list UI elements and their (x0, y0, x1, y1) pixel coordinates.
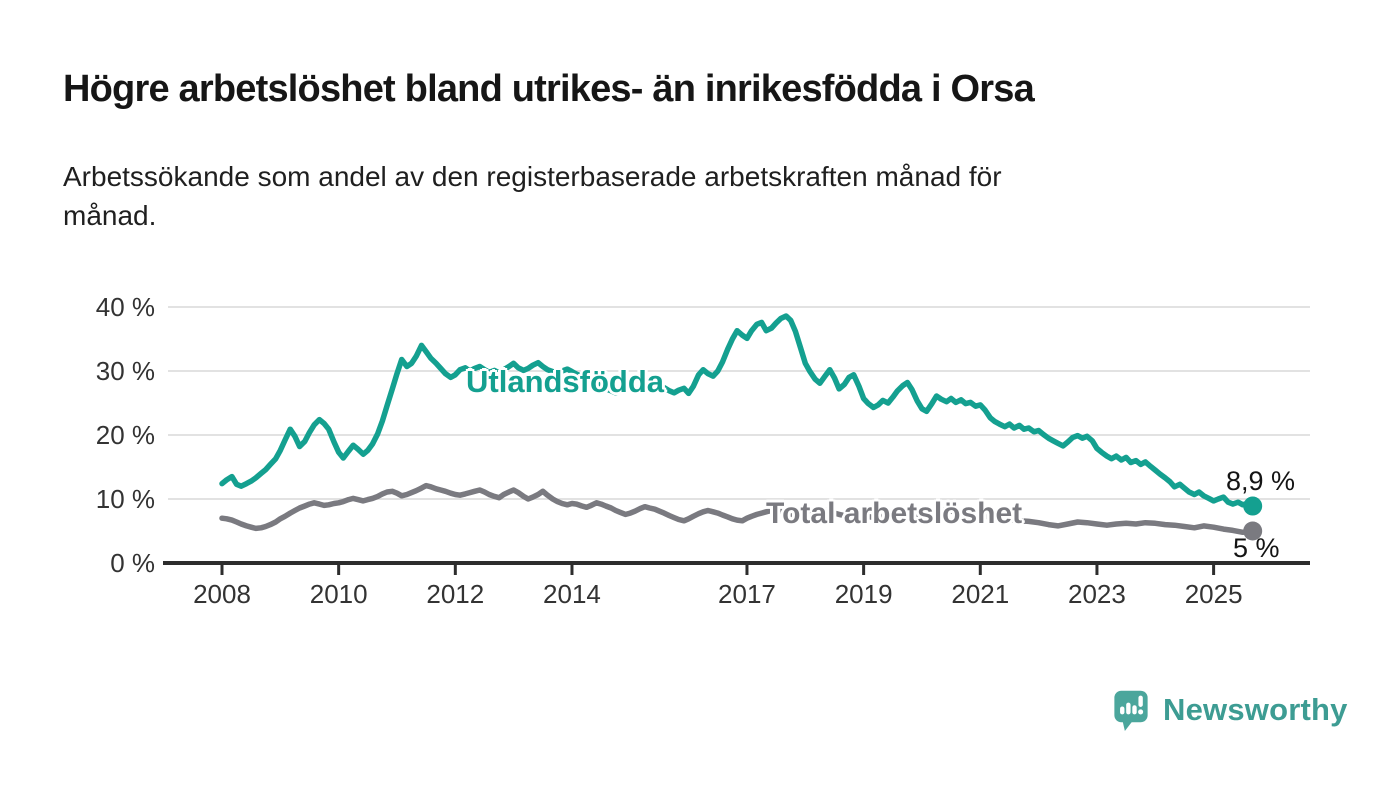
end-value-utlandsfodda: 8,9 % (1226, 466, 1296, 496)
x-tick-label: 2014 (543, 579, 601, 609)
x-tick-label: 2023 (1068, 579, 1126, 609)
series-end-dot (1243, 521, 1263, 541)
series-label-utlandsfodda: Utlandsfödda (466, 364, 665, 399)
series-label-total-arbetsloshet: Total arbetslöshet (766, 497, 1023, 530)
x-tick-label: 2021 (951, 579, 1010, 609)
newsworthy-logo-icon (1114, 690, 1148, 731)
newsworthy-wordmark: Newsworthy (1163, 692, 1348, 727)
x-tick-label: 2012 (426, 579, 485, 609)
y-tick-label: 0 % (110, 548, 155, 578)
y-tick-label: 30 % (95, 356, 155, 386)
y-tick-label: 40 % (95, 292, 155, 322)
x-tick-label: 2017 (718, 579, 776, 609)
y-tick-label: 10 % (95, 484, 155, 514)
x-tick-label: 2019 (834, 579, 893, 609)
end-value-total-arbetsloshet: 5 % (1233, 533, 1280, 563)
series-line (219, 482, 1256, 536)
x-tick-label: 2010 (309, 579, 368, 609)
chart-subtitle: Arbetssökande som andel av den registerb… (63, 161, 1002, 231)
series-line (219, 313, 1256, 509)
y-tick-label: 20 % (95, 420, 155, 450)
series-end-dot (1243, 496, 1263, 516)
chart-title: Högre arbetslöshet bland utrikes- än inr… (63, 68, 1035, 110)
x-tick-label: 2025 (1184, 579, 1243, 609)
x-tick-label: 2008 (193, 579, 251, 609)
newsworthy-branding: Newsworthy (1110, 684, 1348, 736)
